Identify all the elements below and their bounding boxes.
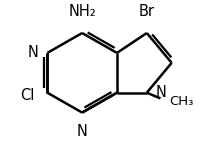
Text: Cl: Cl <box>21 88 35 103</box>
Text: Br: Br <box>139 4 155 19</box>
Text: CH₃: CH₃ <box>169 95 194 108</box>
Text: NH₂: NH₂ <box>68 4 96 19</box>
Text: N: N <box>155 85 166 100</box>
Text: N: N <box>28 45 39 60</box>
Text: N: N <box>77 124 88 139</box>
